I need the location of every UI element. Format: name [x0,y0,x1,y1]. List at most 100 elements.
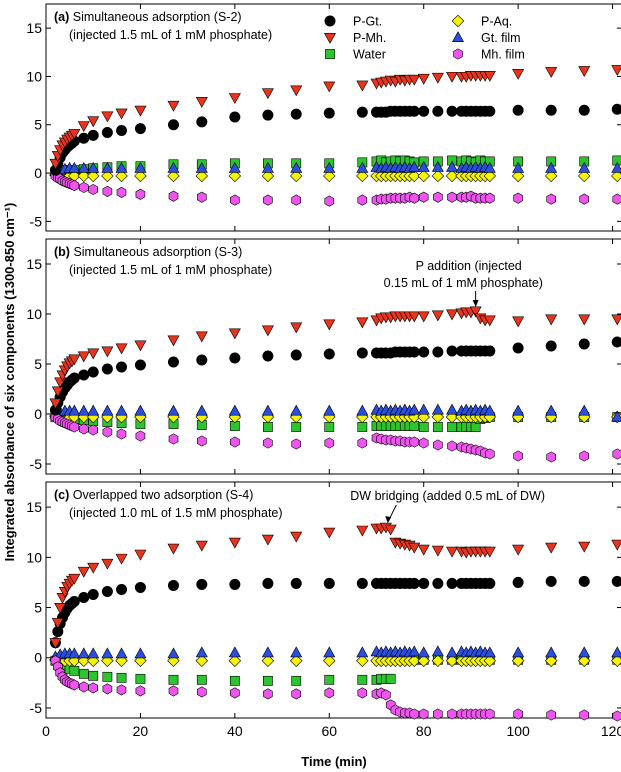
x-tick-label: 0 [42,723,50,739]
data-point [513,192,523,204]
series-p-mh- [49,306,621,410]
data-point [69,421,80,433]
series-mh-film [50,170,621,207]
data-point [168,433,179,445]
data-point [168,674,179,685]
data-point [611,161,621,173]
data-point [357,422,368,432]
data-point [546,709,557,721]
annotation-arrowhead [472,300,479,307]
data-point [195,540,208,552]
data-point [88,682,98,694]
data-point [579,450,590,462]
data-point [228,404,241,416]
panel-title: (a) Simultaneous adsorption (S-2) [54,10,242,24]
y-tick-label: 10 [26,306,42,322]
data-point [612,193,621,205]
data-point [433,708,443,720]
data-point [417,646,430,658]
data-point [433,439,443,451]
data-point [512,576,524,588]
data-point [323,646,336,658]
data-point [324,195,335,207]
data-point [102,426,113,438]
data-point [261,161,274,173]
data-point [87,366,99,378]
data-point [433,191,443,203]
legend-label: Gt. film [481,31,521,45]
data-point [101,647,114,659]
data-point [511,169,525,183]
data-point [545,404,558,416]
legend-marker [453,48,463,60]
data-point [611,169,621,183]
data-point [262,109,274,121]
data-point [512,646,525,658]
data-point [87,562,100,574]
data-point [196,354,208,366]
data-point [579,193,590,205]
data-point [195,161,208,173]
data-point [290,108,302,120]
data-point [167,404,180,416]
data-point [545,104,557,116]
data-point [134,654,147,667]
data-point [135,673,146,684]
data-point [357,194,368,206]
data-point [262,350,274,362]
data-point [229,111,241,123]
data-point [134,359,146,371]
legend-label: Mh. film [481,48,525,62]
data-point [87,588,99,600]
y-tick-label: 5 [34,356,42,372]
x-tick-label: 100 [506,723,530,739]
series-gt-film [49,160,621,176]
series-gt-film [49,403,621,422]
data-point [291,438,302,450]
data-point [290,349,302,361]
data-point [135,430,146,442]
data-point [261,646,274,658]
y-tick-label: 15 [26,20,42,36]
data-point [86,654,100,667]
data-point [357,687,368,699]
data-point [68,647,81,659]
y-tick-label: 10 [26,549,42,565]
data-point [417,311,430,323]
data-point [432,577,444,589]
legend-marker [325,49,335,59]
data-point [78,132,90,144]
data-point [512,104,524,116]
y-tick-label: -5 [30,213,43,229]
data-point [196,116,208,128]
data-point [418,577,430,589]
data-point [356,169,369,183]
data-point [431,310,444,322]
data-point [323,654,336,667]
data-point [78,369,90,381]
data-point [101,404,114,416]
data-point [417,544,430,556]
y-tick-label: 0 [34,650,42,666]
data-point [167,169,180,183]
data-point [290,654,303,667]
data-point [263,675,273,686]
data-point [408,105,420,117]
data-point [356,347,368,359]
data-point [134,169,147,183]
data-point [408,577,420,589]
data-point [356,317,369,329]
data-point [68,596,80,608]
data-point [263,688,273,700]
data-point [102,185,113,197]
data-point [545,646,558,658]
data-point [578,575,590,587]
data-point [167,335,180,347]
data-point [291,675,302,686]
data-point [545,67,558,78]
data-point [197,435,207,447]
data-point [229,578,241,590]
data-point [445,169,459,183]
data-point [408,160,421,172]
data-point [261,88,274,100]
